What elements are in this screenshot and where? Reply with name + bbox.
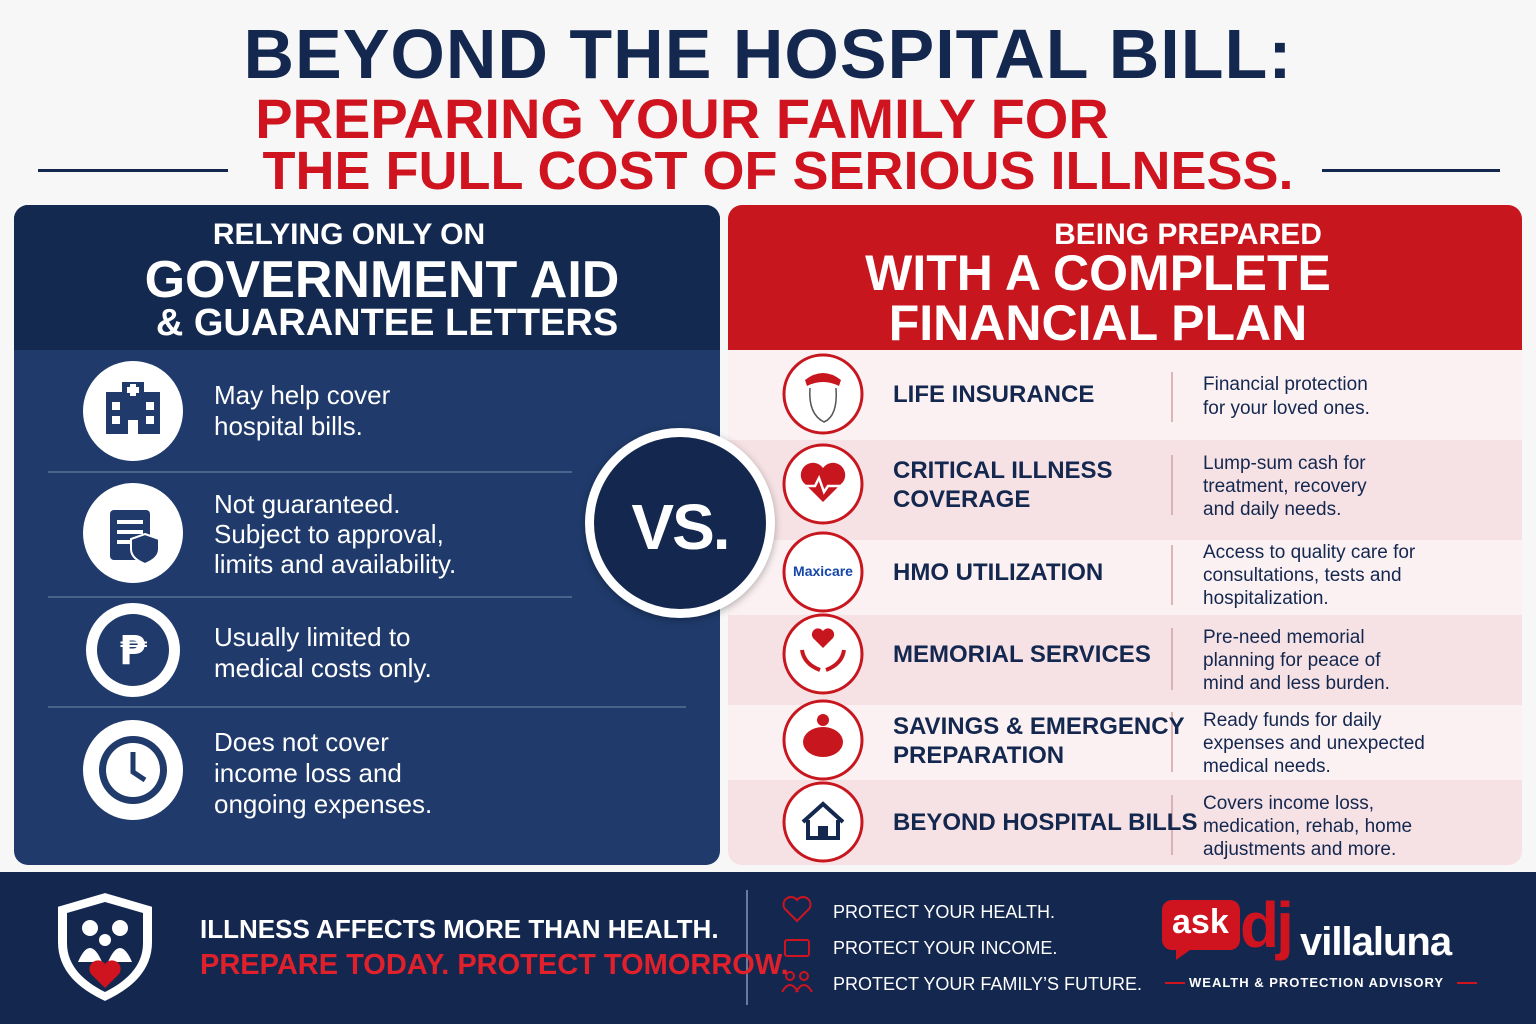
row-desc: Lump-sum cash for treatment, recovery and … [1203,452,1367,521]
text-line: May help cover [214,380,391,410]
text-line: SAVINGS & EMERGENCY [893,713,1185,740]
protect-item: PROTECT YOUR HEALTH. [833,902,1056,922]
row-desc: Covers income loss, medication, rehab, ho… [1203,792,1412,861]
text-line: Not guaranteed. [214,489,401,519]
text-line: Ready funds for daily [1203,710,1382,731]
subtitle: PREPARING YOUR FAMILY FOR [255,87,1109,150]
row-desc: Ready funds for daily expenses and unexpe… [1203,709,1425,778]
left-item: Does not cover income loss and ongoing exp… [214,727,432,820]
left-heading: & GUARANTEE LETTERS [155,302,619,344]
text-line: income loss and [214,758,402,788]
text-line: FINANCIAL PLAN [888,295,1308,351]
text-line: CRITICAL ILLNESS [893,457,1113,484]
row-desc: Financial protection for your loved ones. [1203,373,1370,421]
footer-message: ILLNESS AFFECTS MORE THAN HEALTH. [200,914,719,944]
text-line: expenses and unexpected [1203,733,1425,754]
left-header [14,205,720,350]
text-line: for your loved ones. [1203,398,1370,419]
text-line: mind and less burden. [1203,673,1390,694]
text-line: consultations, tests and [1203,565,1402,586]
text-line: COVERAGE [893,486,1031,513]
text-line: Financial protection [1203,374,1368,395]
text-line: Usually limited to [214,622,411,652]
left-heading: GOVERNMENT AID [144,251,620,309]
right-header [728,205,1522,350]
brand-dj: dj [1240,889,1294,961]
svg-text:₱: ₱ [119,628,147,674]
text-line: limits and availability. [214,549,457,579]
subtitle: THE FULL COST OF SERIOUS ILLNESS. [262,141,1294,201]
protect-item: PROTECT YOUR FAMILY’S FUTURE. [833,974,1143,994]
text-line: WITH A COMPLETE [865,245,1331,301]
text-line: Lump-sum cash for [1203,453,1366,474]
left-item: Not guaranteed. Subject to approval, limit… [214,489,456,579]
text-line: ongoing expenses. [214,789,433,819]
text-line: treatment, recovery [1203,476,1367,497]
footer [0,872,1536,1024]
brand-tagline: WEALTH & PROTECTION ADVISORY [1189,975,1445,990]
text-line: hospital bills. [214,411,363,441]
row-title: SAVINGS & EMERGENCY PREPARATION [893,712,1185,770]
title: BEYOND THE HOSPITAL BILL: [243,15,1293,93]
right-heading: BEING PREPARED [1054,218,1322,251]
left-item: Usually limited to medical costs only. [214,622,432,684]
text-line: Access to quality care for [1203,542,1416,563]
row-title: LIFE INSURANCE [893,381,1095,408]
text-line: Does not cover [214,727,389,757]
row-title: HMO UTILIZATION [893,559,1104,586]
text-line: Subject to approval, [214,519,444,549]
footer-message: PREPARE TODAY. PROTECT TOMORROW. [200,949,789,981]
text-line: PREPARATION [893,742,1065,769]
logo: Maxicare [793,563,853,579]
brand-name: villaluna [1300,920,1452,964]
left-heading: RELYING ONLY ON [212,218,486,251]
text-line: Pre-need memorial [1203,627,1365,648]
text-line: medication, rehab, home [1203,816,1413,837]
text-line: hospitalization. [1203,588,1329,609]
row-title: CRITICAL ILLNESS COVERAGE [893,456,1113,514]
row-title: MEMORIAL SERVICES [893,641,1151,668]
text-line: Covers income loss, [1203,793,1375,814]
vs-badge [585,428,775,618]
rule [38,169,228,172]
row-title: BEYOND HOSPITAL BILLS [893,809,1198,836]
row-desc: Access to quality care for consultations,… [1203,541,1415,610]
vs-label: VS. [631,491,730,563]
text-line: medical costs only. [214,653,432,683]
rule [1322,169,1500,172]
row-desc: Pre-need memorial planning for peace of mi… [1203,626,1390,695]
right-heading: WITH A COMPLETE FINANCIAL PLAN [728,248,1468,348]
left-item: May help cover hospital bills. [214,380,390,442]
text-line: planning for peace of [1203,650,1381,671]
text-line: adjustments and more. [1203,839,1397,860]
text-line: medical needs. [1203,756,1331,777]
protect-item: PROTECT YOUR INCOME. [833,938,1058,958]
brand-ask: ask [1172,903,1229,941]
text-line: and daily needs. [1203,499,1342,520]
